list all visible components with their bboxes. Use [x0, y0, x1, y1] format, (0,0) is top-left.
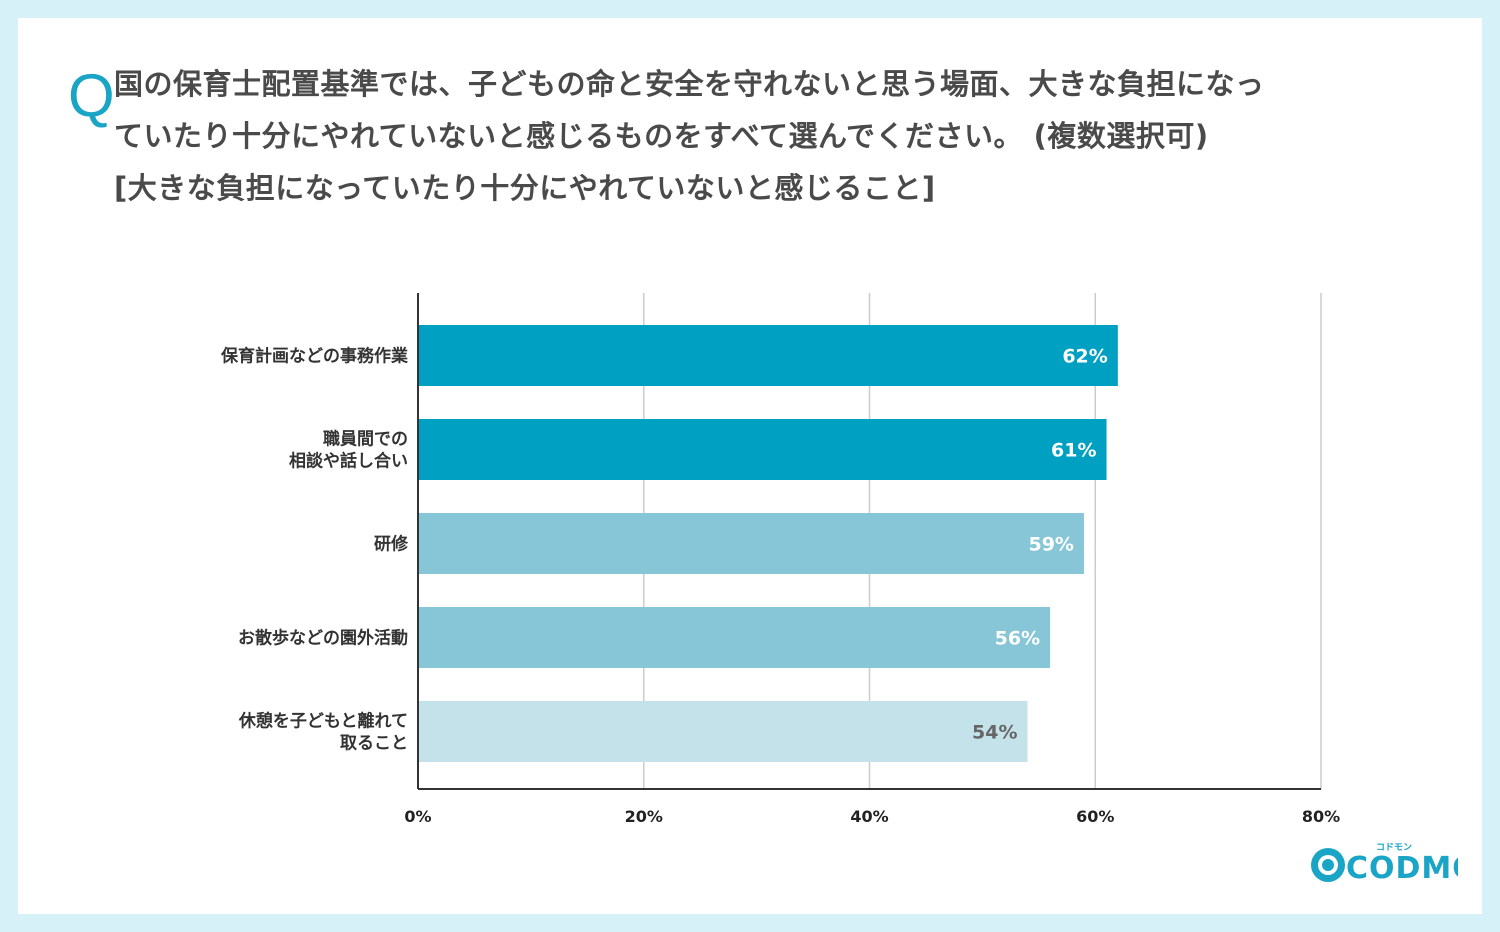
category-label-4-line-1: お散歩などの園外活動 — [238, 628, 408, 649]
x-tick-label-0: 0% — [404, 807, 431, 826]
bar-4 — [418, 607, 1051, 668]
logo-text: CODMON — [1346, 851, 1458, 886]
question-mark: Q — [68, 62, 115, 129]
category-label-2-line-2: 相談や話し合い — [289, 451, 408, 472]
question-line-3: [大きな負担になっていたり十分にやれていないと感じること] — [114, 171, 936, 205]
bar-2 — [418, 419, 1107, 480]
x-tick-label-40: 40% — [850, 807, 888, 826]
codmon-face-icon — [1311, 848, 1345, 882]
value-label-5: 54% — [972, 722, 1017, 744]
logo-small-text: コドモン — [1376, 842, 1412, 853]
codmon-logo: コドモン CODMON — [1311, 842, 1458, 886]
bar-1 — [418, 325, 1118, 386]
value-label-3: 59% — [1028, 534, 1073, 556]
bar-5 — [418, 701, 1028, 762]
question-line-1: 国の保育士配置基準では、子どもの命と安全を守れないと思う場面、大きな負担になっ — [114, 67, 1265, 101]
chart-card: Q 国の保育士配置基準では、子どもの命と安全を守れないと思う場面、大きな負担にな… — [18, 18, 1482, 914]
category-label-2-line-1: 職員間での — [323, 429, 408, 450]
category-label-1-line-1: 保育計画などの事務作業 — [220, 346, 408, 367]
x-tick-label-20: 20% — [625, 807, 663, 826]
question-line-2: ていたり十分にやれていないと感じるものをすべて選んでください。 (複数選択可) — [114, 119, 1209, 153]
category-label-3-line-1: 研修 — [374, 534, 409, 555]
value-label-4: 56% — [995, 628, 1040, 650]
category-label-5-line-1: 休憩を子どもと離れて — [238, 711, 408, 732]
bar-3 — [418, 513, 1084, 574]
value-label-2: 61% — [1051, 440, 1096, 462]
question-text: 国の保育士配置基準では、子どもの命と安全を守れないと思う場面、大きな負担になっ … — [114, 58, 1464, 214]
x-tick-label-60: 60% — [1076, 807, 1114, 826]
value-label-1: 62% — [1062, 346, 1107, 368]
x-tick-label-80: 80% — [1302, 807, 1340, 826]
category-label-5-line-2: 取ること — [340, 734, 408, 754]
